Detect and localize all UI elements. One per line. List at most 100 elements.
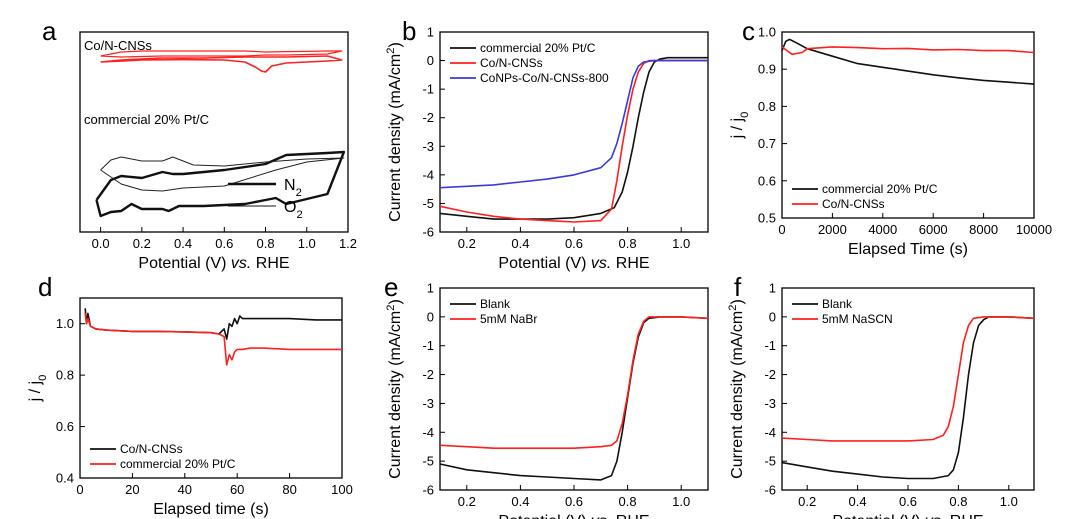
y-axis-label: j / j0 (27, 375, 49, 403)
y-tick-label: 0 (769, 309, 776, 324)
y-tick-label: 0.5 (758, 211, 776, 226)
legend-label: 5mM NaBr (480, 312, 537, 326)
series-line-3 (439, 59, 708, 189)
x-tick-label: 4000 (868, 222, 897, 237)
legend-label: N2 (284, 177, 302, 199)
x-tick-label: 0.8 (949, 494, 967, 509)
y-tick-label: 1.0 (56, 316, 74, 331)
x-tick-label: 0.8 (619, 494, 637, 509)
y-tick-label: -6 (764, 483, 776, 498)
x-tick-label: 0.2 (458, 236, 476, 251)
panel-label-b: b (402, 16, 416, 46)
legend-label: 5mM NaSCN (822, 312, 893, 326)
legend-label: Blank (822, 297, 853, 311)
annotation-pt-c: commercial 20% Pt/C (84, 112, 209, 127)
x-tick-label: 0.2 (133, 236, 151, 251)
legend-label: commercial 20% Pt/C (120, 457, 236, 471)
y-tick-label: 1 (769, 281, 776, 296)
x-tick-label: 0 (778, 222, 785, 237)
y-tick-label: 0.8 (56, 368, 74, 383)
legend-label: Blank (480, 297, 511, 311)
x-tick-label: 0.6 (565, 494, 583, 509)
x-tick-label: 0.0 (92, 236, 110, 251)
legend-label: Co/N-CNSs (822, 197, 885, 211)
x-axis-label: Potential (V) vs. RHE (498, 513, 649, 519)
x-tick-label: 0.6 (899, 494, 917, 509)
series-line-2 (781, 46, 1035, 56)
x-tick-label: 0.2 (458, 494, 476, 509)
y-axis-label: Current density (mA/cm2) (385, 42, 404, 222)
x-tick-label: 0.4 (174, 236, 192, 251)
series-line-1 (100, 50, 343, 58)
panel-label-d: d (38, 272, 52, 302)
x-tick-label: 8000 (969, 222, 998, 237)
y-tick-label: -6 (422, 483, 434, 498)
x-tick-label: 2000 (818, 222, 847, 237)
y-tick-label: -4 (764, 425, 776, 440)
x-tick-label: 100 (331, 482, 353, 497)
y-tick-label: -5 (422, 196, 434, 211)
x-tick-label: 0.8 (256, 236, 274, 251)
x-tick-label: 0.4 (511, 236, 529, 251)
x-axis-label: Potential (V) vs. RHE (138, 255, 289, 272)
x-tick-label: 0.4 (849, 494, 867, 509)
y-tick-label: 1.0 (758, 25, 776, 40)
plot-frame (781, 31, 1035, 219)
series-line-2 (100, 55, 343, 73)
panel-a: a 0.0 0.2 0.4 0.6 0.8 1.0 1.2 Potential (V) vs. … (42, 16, 357, 272)
y-tick-label: 1 (427, 281, 434, 296)
series-line-2 (84, 313, 342, 366)
x-tick-label: 0 (76, 482, 83, 497)
x-tick-label: 20 (125, 482, 139, 497)
series-line-2 (439, 316, 709, 449)
y-tick-label: 0 (427, 309, 434, 324)
x-tick-label: 1.0 (672, 494, 690, 509)
x-tick-label: 0.6 (215, 236, 233, 251)
y-tick-label: -1 (422, 82, 434, 97)
x-axis-label: Potential (V) vs. RHE (832, 513, 983, 519)
series-line-3 (95, 150, 346, 218)
y-axis-label: Current density (mA/cm2) (727, 299, 746, 479)
x-tick-label: 1.0 (672, 236, 690, 251)
x-axis-label: Potential (V) vs. RHE (498, 255, 649, 272)
plot-frame (79, 297, 343, 479)
panel-f: f 0.2 0.4 0.6 0.8 1.0 1 0 -1 -2 -3 -4 -5 -6 Potential … (727, 272, 1035, 519)
panel-label-c: c (742, 16, 755, 46)
panel-c: c 0 2000 4000 6000 8000 10000 1.0 0.9 0.8 0.7 0.6 0.… (729, 16, 1052, 258)
y-tick-label: -2 (422, 110, 434, 125)
x-tick-label: 0.2 (798, 494, 816, 509)
y-tick-label: -3 (422, 396, 434, 411)
x-tick-label: 0.6 (565, 236, 583, 251)
x-axis-label: Elapsed time (s) (153, 501, 269, 518)
y-tick-label: -2 (764, 367, 776, 382)
y-tick-label: 0 (427, 53, 434, 68)
y-axis-label: j / j0 (729, 112, 751, 140)
y-tick-label: 0.6 (758, 173, 776, 188)
y-tick-label: 1 (427, 25, 434, 40)
series-line-2 (781, 316, 1035, 442)
plot-frame (781, 287, 1035, 491)
y-tick-label: 0.9 (758, 62, 776, 77)
y-tick-label: 0.4 (56, 471, 74, 486)
y-tick-label: -1 (422, 338, 434, 353)
series-line-1 (84, 308, 342, 340)
y-tick-label: -6 (422, 225, 434, 240)
x-tick-label: 1.2 (339, 236, 357, 251)
y-axis-label: Current density (mA/cm2) (385, 299, 404, 479)
y-tick-label: -2 (422, 367, 434, 382)
x-tick-label: 1.0 (298, 236, 316, 251)
series-line-1 (439, 316, 709, 481)
y-tick-label: -4 (422, 167, 434, 182)
x-tick-label: 0.4 (511, 494, 529, 509)
panel-label-e: e (384, 272, 398, 302)
panel-d: d 0 20 40 60 80 100 1.0 0.8 0.6 0.4 Elapsed time (s… (27, 272, 353, 518)
panel-label-a: a (42, 16, 57, 46)
panel-b: b 0.2 0.4 0.6 0.8 1.0 1 0 -1 -2 -3 -4 -5 -6 Potential … (385, 16, 709, 272)
panel-label-f: f (734, 272, 742, 302)
x-tick-label: 40 (178, 482, 192, 497)
legend-label: Co/N-CNSs (480, 56, 543, 70)
y-tick-label: -4 (422, 425, 434, 440)
plot-frame (79, 31, 349, 233)
x-tick-label: 60 (230, 482, 244, 497)
